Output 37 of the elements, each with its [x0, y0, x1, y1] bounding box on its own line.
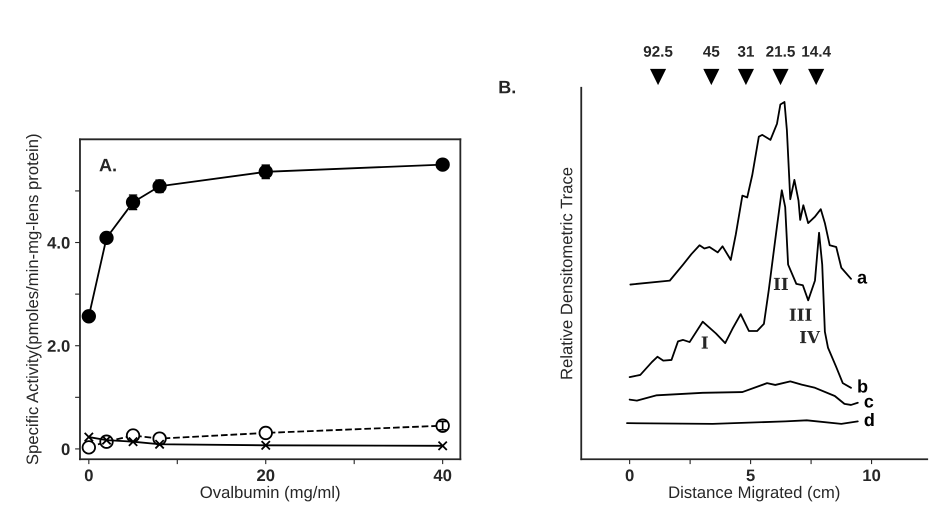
point	[84, 432, 94, 442]
point	[436, 157, 450, 172]
y-tick-label: 4.0	[47, 236, 70, 249]
text: 14.4	[802, 46, 831, 57]
annotation: III	[790, 308, 812, 321]
point	[82, 309, 96, 324]
y-tick-label: 0	[62, 443, 70, 456]
y-tick-label: 2.0	[48, 340, 70, 352]
point	[260, 440, 271, 450]
chart-title: B.	[499, 80, 516, 94]
y-axis-title: Specific Activity(pmoles/min-mg-lens protein)	[26, 134, 42, 464]
series-label: b	[858, 379, 868, 393]
x-tick-label: 40	[434, 469, 452, 482]
x-tick-label: 5	[746, 470, 755, 482]
x-tick-label: 10	[863, 469, 880, 482]
point	[82, 440, 96, 455]
series-label: c	[864, 398, 874, 408]
text: A.	[99, 158, 116, 172]
text: 92.5	[644, 46, 672, 57]
point	[438, 440, 448, 451]
text: 45	[703, 46, 720, 57]
x-tick-label: 20	[257, 469, 274, 482]
series-label: a	[858, 274, 868, 284]
point	[258, 426, 273, 440]
annotation: II	[774, 278, 788, 290]
x-tick-label: 0	[626, 469, 634, 482]
point	[154, 439, 165, 450]
point	[128, 436, 138, 447]
text: 21.5	[766, 46, 795, 57]
y-axis-title: Relative Densitometric Trace	[560, 168, 572, 379]
x-axis-title: Distance Migrated (cm)	[669, 486, 840, 502]
annotation: I	[702, 336, 708, 349]
x-axis-title: Ovalbumin (mg/ml)	[200, 486, 340, 502]
x-tick-label: 0	[84, 469, 93, 482]
text: 31	[738, 46, 754, 57]
annotation: IV	[800, 330, 820, 344]
series-label: d	[864, 412, 874, 426]
